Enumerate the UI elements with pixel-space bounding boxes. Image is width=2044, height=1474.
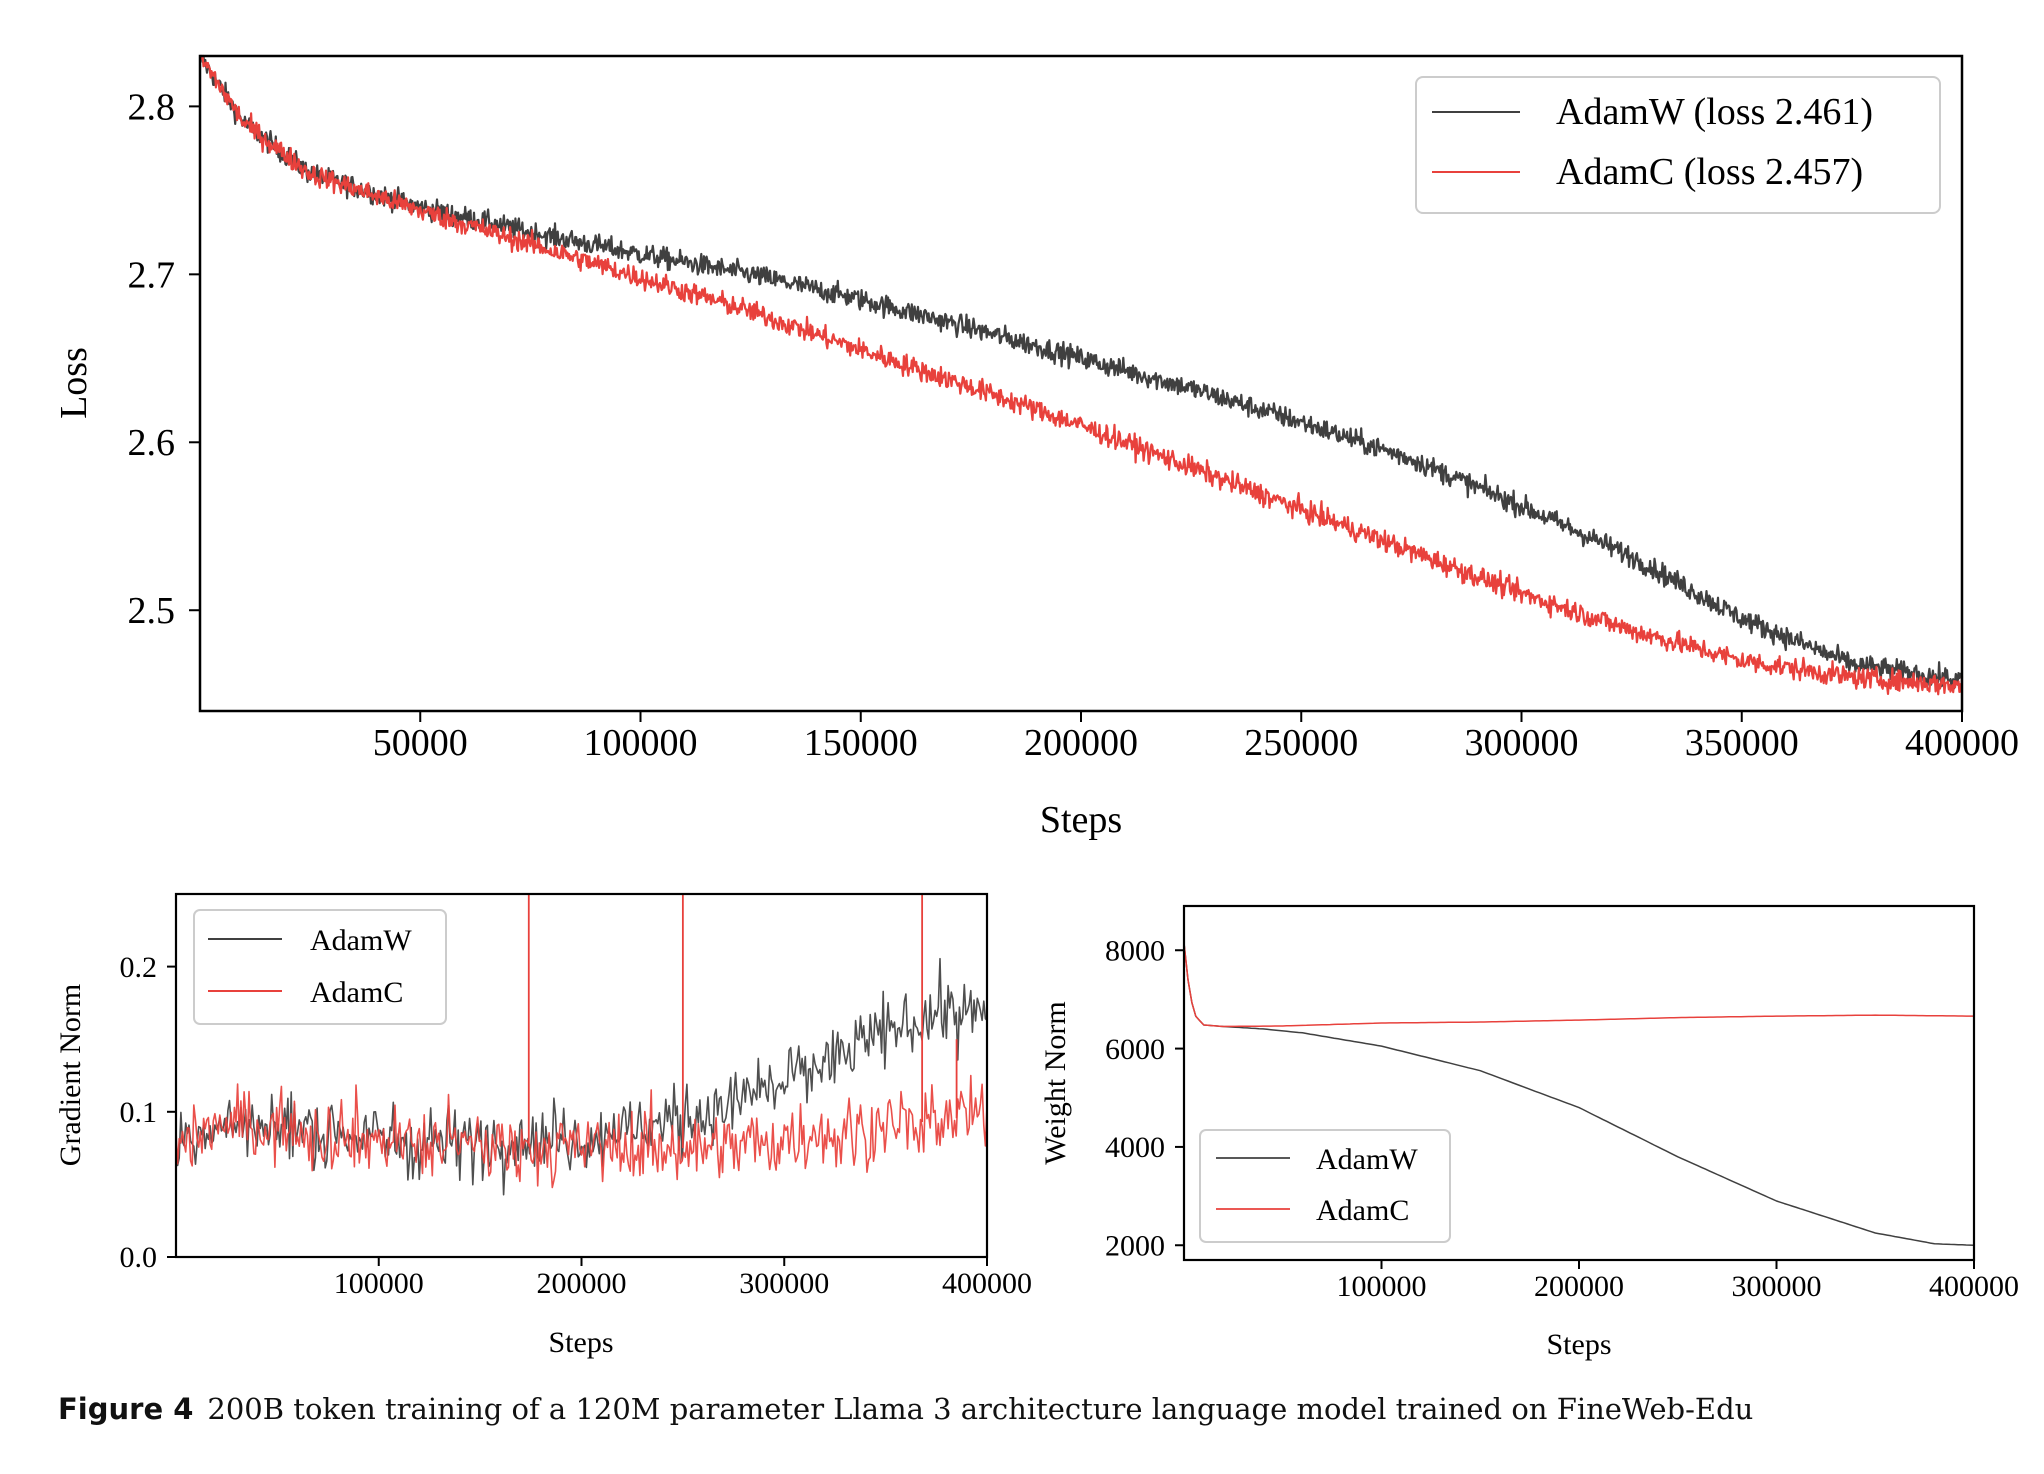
grad-y-tick-label: 0.0 bbox=[120, 1241, 158, 1274]
grad-y-ticks: 0.0 0.1 0.2 bbox=[120, 951, 176, 1274]
loss-y-ticks: 2.5 2.6 2.7 2.8 bbox=[128, 86, 200, 632]
grad-x-axis-label: Steps bbox=[548, 1326, 613, 1359]
loss-x-ticks: 50000 100000 150000 200000 250000 300000 35000… bbox=[373, 711, 2019, 764]
weight-legend: AdamW AdamC bbox=[1199, 1129, 1451, 1243]
weight-series-line-adamw bbox=[1183, 942, 1975, 1247]
weight-x-ticks: 100000 200000 300000 400000 bbox=[1337, 1260, 2019, 1303]
weight-series-lines bbox=[1183, 942, 1975, 1247]
loss-legend-label-adamw: AdamW (loss 2.461) bbox=[1556, 91, 1873, 133]
weight-x-tick-label: 400000 bbox=[1929, 1270, 2019, 1303]
loss-x-tick-label: 400000 bbox=[1905, 722, 2019, 764]
loss-x-tick-label: 200000 bbox=[1024, 722, 1138, 764]
loss-x-tick-label: 250000 bbox=[1244, 722, 1358, 764]
weight-x-tick-label: 100000 bbox=[1337, 1270, 1427, 1303]
weight-y-tick-label: 4000 bbox=[1105, 1131, 1165, 1164]
grad-legend-label-adamw: AdamW bbox=[310, 924, 412, 957]
loss-x-tick-label: 50000 bbox=[373, 722, 468, 764]
loss-x-axis-label: Steps bbox=[1040, 799, 1122, 841]
weight-x-tick-label: 200000 bbox=[1534, 1270, 1624, 1303]
weight-y-tick-label: 2000 bbox=[1105, 1229, 1165, 1262]
loss-x-tick-label: 300000 bbox=[1465, 722, 1579, 764]
loss-y-tick-label: 2.7 bbox=[128, 254, 176, 296]
grad-series-line-adamw bbox=[175, 957, 988, 1196]
loss-y-tick-label: 2.6 bbox=[128, 422, 176, 464]
grad-y-tick-label: 0.2 bbox=[120, 951, 158, 984]
loss-legend-label-adamc: AdamC (loss 2.457) bbox=[1556, 151, 1863, 193]
loss-series-lines bbox=[198, 54, 1964, 696]
grad-series-lines bbox=[175, 894, 988, 1196]
weight-y-tick-label: 8000 bbox=[1105, 934, 1165, 967]
gradient-norm-chart: 100000 200000 300000 400000 0.0 0.1 0.2 Steps… bbox=[54, 892, 1032, 1359]
weight-y-axis-label: Weight Norm bbox=[1039, 1001, 1072, 1164]
grad-x-ticks: 100000 200000 300000 400000 bbox=[334, 1257, 1032, 1300]
loss-y-axis-label: Loss bbox=[53, 347, 95, 419]
loss-x-tick-label: 150000 bbox=[804, 722, 918, 764]
figure-caption-text: 200B token training of a 120M parameter … bbox=[207, 1392, 1754, 1426]
grad-x-tick-label: 200000 bbox=[537, 1267, 627, 1300]
weight-y-ticks: 2000 4000 6000 8000 bbox=[1105, 934, 1184, 1262]
grad-x-tick-label: 300000 bbox=[739, 1267, 829, 1300]
weight-x-axis-label: Steps bbox=[1546, 1328, 1611, 1361]
grad-y-axis-label: Gradient Norm bbox=[54, 984, 87, 1166]
loss-y-tick-label: 2.8 bbox=[128, 86, 176, 128]
grad-legend: AdamW AdamC bbox=[193, 909, 447, 1025]
figure-caption-label: Figure 4 bbox=[58, 1392, 194, 1426]
loss-series-line-adamc bbox=[198, 54, 1964, 696]
grad-y-tick-label: 0.1 bbox=[120, 1096, 158, 1129]
weight-legend-label-adamw: AdamW bbox=[1316, 1143, 1418, 1176]
grad-series-line-adamc bbox=[175, 1074, 988, 1189]
weight-series-line-adamc bbox=[1183, 942, 1974, 1028]
weight-y-tick-label: 6000 bbox=[1105, 1033, 1165, 1066]
grad-x-tick-label: 100000 bbox=[334, 1267, 424, 1300]
loss-legend-box bbox=[1415, 76, 1941, 214]
loss-x-tick-label: 100000 bbox=[584, 722, 698, 764]
grad-legend-label-adamc: AdamC bbox=[310, 976, 403, 1009]
figure-caption: Figure 4 200B token training of a 120M pa… bbox=[58, 1392, 2018, 1426]
weight-norm-chart: 100000 200000 300000 400000 2000 4000 6000 800… bbox=[1039, 904, 2019, 1361]
grad-x-tick-label: 400000 bbox=[942, 1267, 1032, 1300]
weight-legend-label-adamc: AdamC bbox=[1316, 1194, 1409, 1227]
loss-legend: AdamW (loss 2.461) AdamC (loss 2.457) bbox=[1415, 76, 1941, 214]
loss-chart: 50000 100000 150000 200000 250000 300000 35000… bbox=[53, 54, 2019, 841]
weight-x-tick-label: 300000 bbox=[1732, 1270, 1822, 1303]
loss-x-tick-label: 350000 bbox=[1685, 722, 1799, 764]
loss-y-tick-label: 2.5 bbox=[128, 590, 176, 632]
